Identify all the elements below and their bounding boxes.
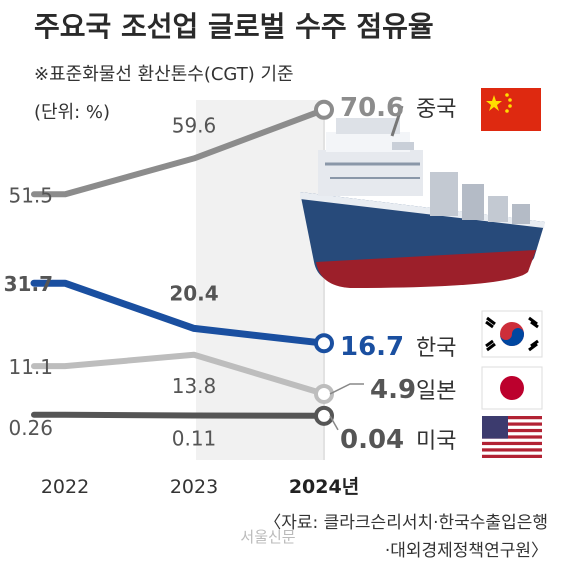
series-0-label-1: 59.6 xyxy=(172,113,217,137)
series-3-line xyxy=(31,411,327,419)
series-1-label-1: 20.4 xyxy=(169,281,218,305)
ship-illustration xyxy=(300,105,545,288)
x-tick-2023: 2023 xyxy=(170,476,218,498)
series-1-name: 한국 xyxy=(416,336,456,361)
series-2-line xyxy=(31,351,327,397)
japan-leader-line xyxy=(329,383,364,395)
series-2-end-marker xyxy=(314,383,334,404)
series-0-end-marker xyxy=(314,99,334,120)
unit-label: (단위: %) xyxy=(34,102,110,123)
x-tick-2022: 2022 xyxy=(41,476,89,498)
series-0-label-0: 51.5 xyxy=(8,183,53,207)
korea-flag-icon xyxy=(481,310,543,358)
series-1-label-0: 31.7 xyxy=(4,272,53,296)
series-2-label-1: 13.8 xyxy=(172,374,217,398)
series-1-end-marker xyxy=(314,333,334,354)
series-2-label-0: 11.1 xyxy=(8,355,53,379)
highlight-band xyxy=(196,100,324,460)
series-3-label-1: 0.11 xyxy=(172,427,217,451)
chart-subtitle: ※표준화물선 환산톤수(CGT) 기준 xyxy=(34,64,294,85)
source-line-1: 〈자료: 클라크슨리서치·한국수출입은행 xyxy=(264,513,548,533)
x-tick-2024: 2024년 xyxy=(289,476,359,498)
series-0-label-2: 70.6 xyxy=(340,93,404,123)
series-1-line xyxy=(30,279,328,347)
series-3-end-marker xyxy=(314,405,334,426)
series-3-label-0: 0.26 xyxy=(8,416,53,440)
japan-flag-icon xyxy=(481,366,543,410)
series-3-label-2: 0.04 xyxy=(340,425,404,455)
series-2-label-2: 4.9 xyxy=(370,375,416,405)
source-line-2: ·대외경제정책연구원〉 xyxy=(385,541,548,561)
chart-title: 주요국 조선업 글로벌 수주 점유율 xyxy=(34,10,434,43)
usa-flag-icon xyxy=(482,416,542,458)
series-1-label-2: 16.7 xyxy=(340,332,404,362)
series-3-name: 미국 xyxy=(416,429,456,454)
watermark: 서울신문 xyxy=(240,528,295,546)
series-0-name: 중국 xyxy=(416,97,456,122)
usa-leader-line xyxy=(329,415,339,431)
series-0-line xyxy=(31,106,327,198)
china-flag-icon xyxy=(481,88,541,131)
series-2-name: 일본 xyxy=(416,379,456,404)
